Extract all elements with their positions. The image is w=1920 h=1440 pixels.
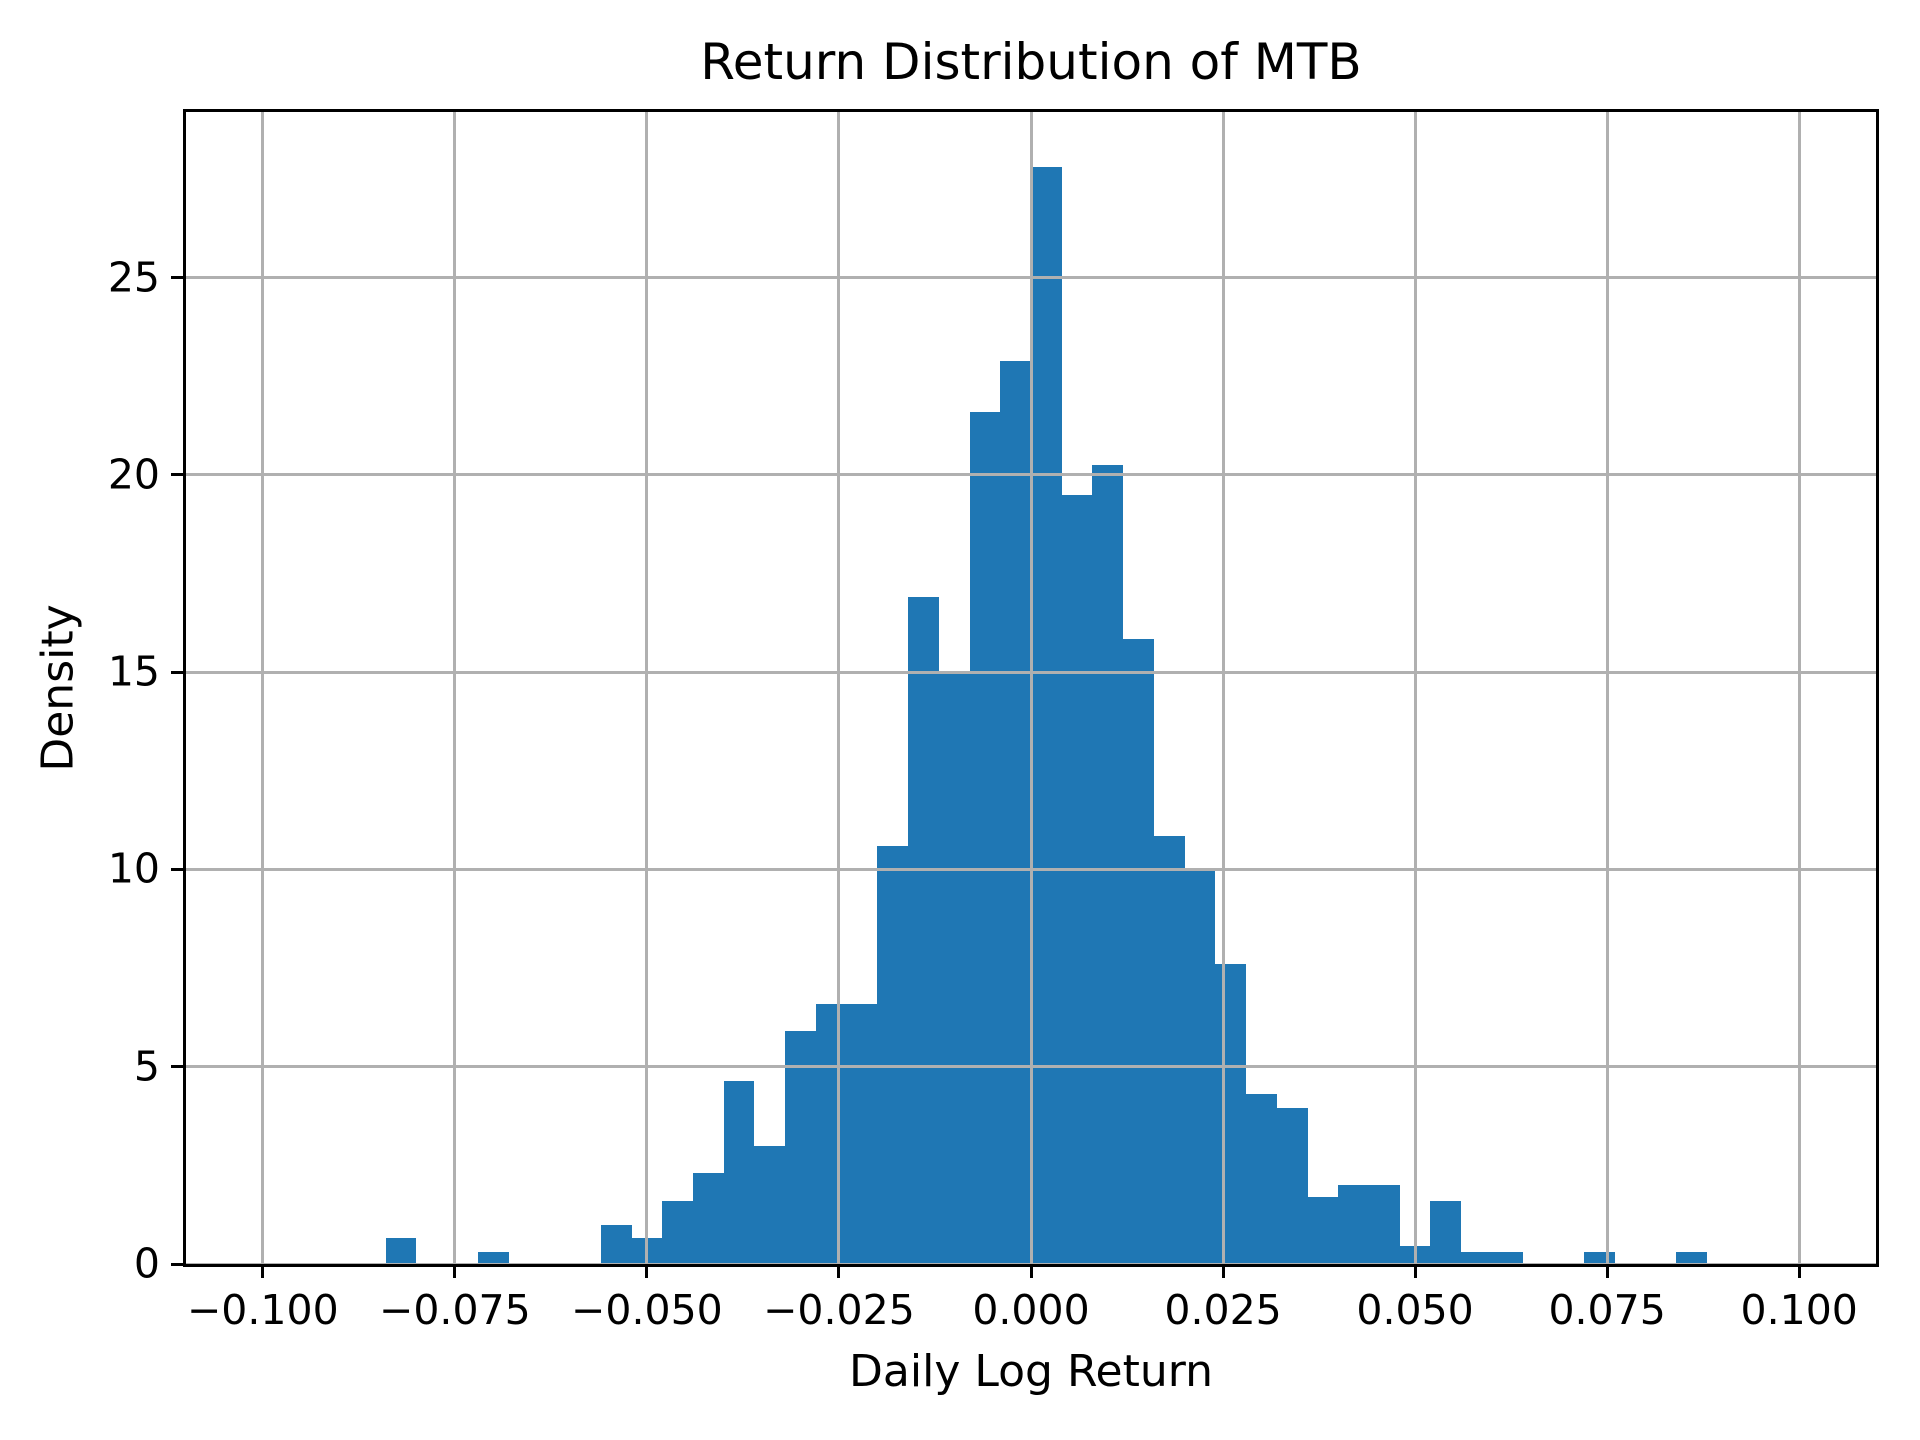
histogram-bar <box>1246 1094 1277 1264</box>
histogram-bar <box>1123 638 1154 1264</box>
histogram-bar <box>1676 1252 1707 1264</box>
x-tick-label: 0.075 <box>1548 1286 1666 1334</box>
histogram-bar <box>662 1200 693 1264</box>
x-tick-mark <box>1413 1264 1417 1278</box>
y-tick-mark <box>171 473 186 477</box>
gridline-vertical <box>1029 112 1033 1264</box>
histogram-bar <box>846 1003 878 1264</box>
x-tick-mark <box>261 1264 265 1278</box>
x-tick-mark <box>1797 1264 1801 1278</box>
histogram-bar <box>693 1173 724 1264</box>
y-tick-label: 20 <box>107 450 160 499</box>
gridline-vertical <box>1413 112 1417 1264</box>
histogram-bar <box>1000 360 1031 1264</box>
y-tick-label: 15 <box>107 647 160 696</box>
histogram-bar <box>815 1003 847 1264</box>
histogram-bar <box>938 672 970 1264</box>
gridline-vertical <box>453 112 457 1264</box>
histogram-bar <box>723 1080 755 1264</box>
histogram-bar <box>1031 167 1062 1264</box>
x-tick-label: 0.100 <box>1740 1286 1858 1334</box>
y-tick-mark <box>171 670 186 674</box>
chart-title: Return Distribution of MTB <box>700 33 1362 91</box>
gridline-vertical <box>1605 112 1609 1264</box>
histogram-bar <box>477 1252 509 1264</box>
histogram-bar <box>877 845 909 1264</box>
y-tick-mark <box>171 1262 186 1266</box>
y-tick-label: 25 <box>107 253 160 302</box>
histogram-bar <box>1491 1252 1523 1264</box>
y-axis-label: Density <box>32 604 84 772</box>
y-tick-mark <box>171 276 186 280</box>
histogram-bar <box>1276 1108 1308 1264</box>
y-tick-label: 10 <box>107 844 160 893</box>
x-axis-label: Daily Log Return <box>849 1346 1213 1397</box>
gridline-vertical <box>261 112 265 1264</box>
gridline-vertical <box>1221 112 1225 1264</box>
histogram-bar <box>1430 1200 1462 1264</box>
histogram-bar <box>385 1238 417 1264</box>
y-tick-label: 0 <box>133 1239 160 1288</box>
histogram-bar <box>1369 1185 1400 1264</box>
x-tick-mark <box>837 1264 841 1278</box>
x-tick-label: 0.025 <box>1164 1286 1282 1334</box>
histogram-bar <box>600 1224 632 1264</box>
histogram-bar <box>908 597 939 1264</box>
grid-layer <box>186 112 1876 1266</box>
histogram-bar <box>1584 1252 1615 1264</box>
x-tick-mark <box>1605 1264 1609 1278</box>
x-tick-label: 0.050 <box>1356 1286 1474 1334</box>
gridline-vertical <box>645 112 649 1264</box>
histogram-bar <box>1307 1196 1339 1264</box>
x-tick-label: 0.000 <box>972 1286 1090 1334</box>
x-tick-mark <box>1221 1264 1225 1278</box>
x-tick-mark <box>453 1264 457 1278</box>
x-tick-label: −0.100 <box>186 1286 339 1334</box>
x-tick-label: −0.075 <box>378 1286 531 1334</box>
histogram-bar <box>785 1031 816 1264</box>
x-tick-mark <box>645 1264 649 1278</box>
histogram-bar <box>1215 964 1247 1264</box>
gridline-vertical <box>837 112 841 1264</box>
bars-layer <box>186 112 1876 1264</box>
y-tick-label: 5 <box>133 1042 160 1091</box>
histogram-bar <box>969 411 1001 1264</box>
histogram-bar <box>1461 1252 1492 1264</box>
x-tick-label: −0.050 <box>571 1286 723 1334</box>
gridline-vertical <box>1797 112 1801 1264</box>
y-tick-mark <box>171 867 186 871</box>
histogram-bar <box>1061 494 1093 1264</box>
histogram-bar <box>754 1145 786 1264</box>
plot-area <box>183 109 1879 1267</box>
histogram-bar <box>1338 1185 1369 1264</box>
x-tick-label: −0.025 <box>763 1286 915 1334</box>
y-tick-mark <box>171 1065 186 1069</box>
x-tick-mark <box>1029 1264 1033 1278</box>
histogram-bar <box>1153 835 1185 1264</box>
histogram-bar <box>1092 465 1124 1264</box>
